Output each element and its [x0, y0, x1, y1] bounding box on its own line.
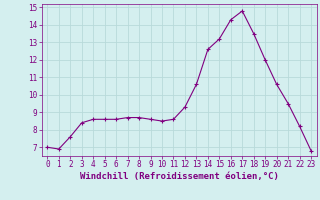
- X-axis label: Windchill (Refroidissement éolien,°C): Windchill (Refroidissement éolien,°C): [80, 172, 279, 181]
